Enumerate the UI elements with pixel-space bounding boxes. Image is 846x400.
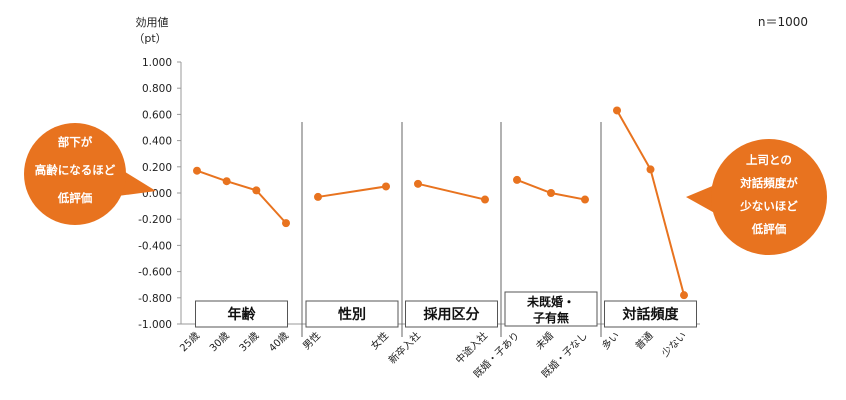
callout-text: 上司との xyxy=(746,153,792,167)
category-label: 普通 xyxy=(632,329,655,352)
data-point xyxy=(382,182,390,191)
callout-text: 部下が xyxy=(58,135,93,149)
category-label: 30歳 xyxy=(207,330,232,355)
category-label: 女性 xyxy=(368,329,391,352)
callout-text: 対話頻度が xyxy=(739,176,798,190)
series-line xyxy=(196,169,287,224)
group-label: 採用区分 xyxy=(424,306,480,323)
data-point xyxy=(680,291,688,300)
y-tick-label: -0.800 xyxy=(138,293,172,305)
category-label: 40歳 xyxy=(267,330,292,355)
callout-bubble xyxy=(24,123,126,225)
series-line xyxy=(317,185,387,198)
y-tick-label: -0.600 xyxy=(138,267,172,279)
callout-bubble xyxy=(711,139,827,255)
series-line xyxy=(417,182,486,201)
group-label: 子有無 xyxy=(533,310,569,325)
data-point xyxy=(613,106,621,115)
y-tick-label: 0.400 xyxy=(142,136,172,148)
y-tick-label: 0.600 xyxy=(142,109,172,121)
category-label: 25歳 xyxy=(178,330,203,355)
y-tick-label: 1.000 xyxy=(142,57,172,69)
category-label: 多い xyxy=(599,329,622,352)
group-label: 未既婚・ xyxy=(526,294,575,309)
group-label: 性別 xyxy=(338,306,366,323)
y-unit-label-2: （pt） xyxy=(133,32,166,45)
category-label: 新卒入社 xyxy=(386,329,423,366)
callout-text: 高齢になるほど xyxy=(35,163,116,177)
y-tick-label: -0.200 xyxy=(138,214,172,226)
callout-text: 低評価 xyxy=(751,222,787,236)
y-tick-label: 0.200 xyxy=(142,162,172,174)
y-tick-label: -0.400 xyxy=(138,240,172,252)
data-point xyxy=(414,179,422,188)
y-unit-label-1: 効用値 xyxy=(136,15,169,29)
data-point xyxy=(513,175,521,184)
group-label-box xyxy=(405,300,498,328)
y-tick-label: 0.800 xyxy=(142,83,172,95)
category-label: 少ない xyxy=(659,330,689,360)
data-point xyxy=(252,186,261,195)
group-label: 年齢 xyxy=(228,306,257,323)
y-tick-label: -1.000 xyxy=(138,319,172,331)
data-point xyxy=(646,165,655,174)
callout-text: 少ないほど xyxy=(739,199,798,213)
category-label: 男性 xyxy=(300,329,323,352)
callout-pointer xyxy=(118,170,156,196)
data-point xyxy=(481,195,489,204)
data-point xyxy=(547,189,555,197)
group-label-box xyxy=(305,300,399,328)
data-point xyxy=(282,219,290,228)
category-label: 未婚 xyxy=(533,329,556,352)
data-point xyxy=(193,166,201,175)
group-label-box xyxy=(504,291,598,327)
data-point xyxy=(581,195,589,204)
sample-size: n＝1000 xyxy=(758,15,808,29)
callout-text: 低評価 xyxy=(57,191,93,205)
group-label-box xyxy=(604,300,697,328)
group-label: 対話頻度 xyxy=(622,306,680,323)
series-line xyxy=(616,109,685,296)
category-label: 35歳 xyxy=(237,330,262,355)
data-point xyxy=(222,177,231,186)
data-point xyxy=(314,192,322,201)
group-label-box xyxy=(195,300,288,328)
